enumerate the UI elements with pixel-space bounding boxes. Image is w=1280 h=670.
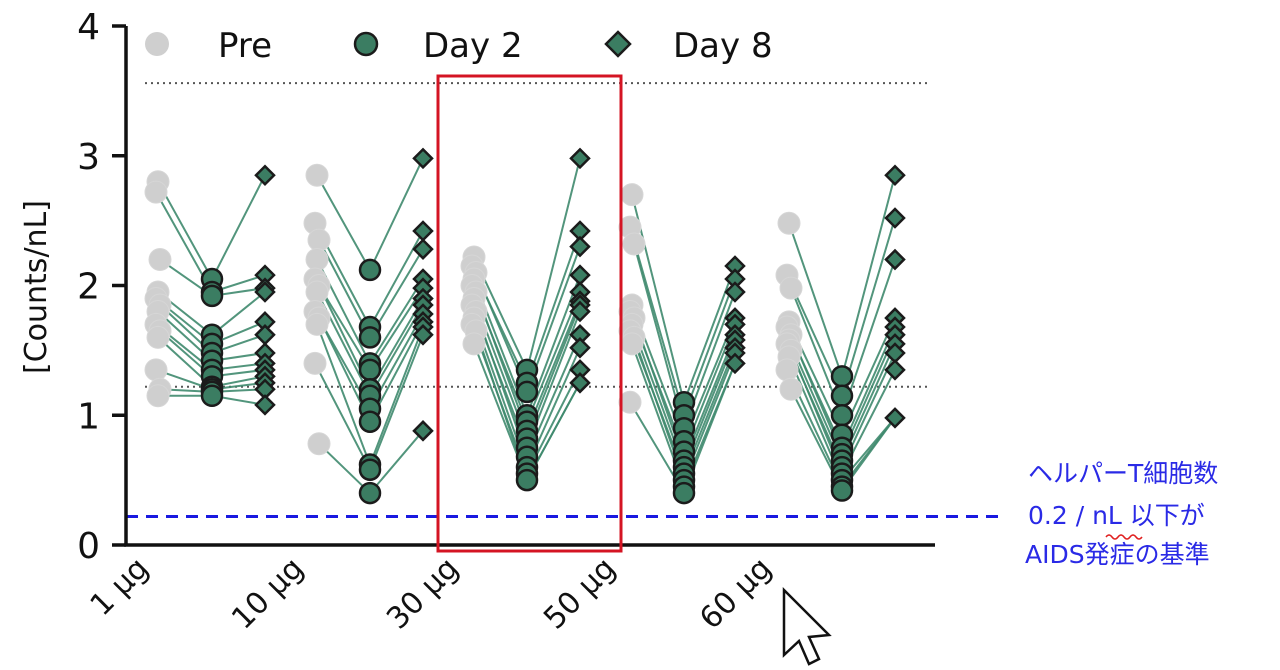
point-day8 [412,238,434,260]
y-tick-label: 3 [77,137,100,178]
point-day2 [358,358,382,382]
point-pre [779,276,803,300]
point-pre [144,180,168,204]
point-day2 [515,380,539,404]
point-pre [620,183,644,207]
x-ticks: 1 µg 10 µg 30 µg 50 µg 60 µg [84,551,779,636]
point-day8 [569,147,591,170]
x-tick-label: 10 µg [225,551,310,636]
point-day2 [830,479,854,502]
point-pre [305,280,329,304]
point-pre [146,384,170,408]
point-day2 [830,384,854,408]
point-day8 [412,420,434,442]
point-day8 [884,359,906,381]
point-pre [303,351,327,375]
legend: Pre Day 2 Day 8 [145,26,773,66]
subject-line [316,157,424,273]
point-day2 [830,404,854,427]
x-tick-label: 30 µg [380,551,465,636]
point-pre [307,432,331,456]
point-pre [307,228,331,252]
threshold-annotation: ヘルパーT細胞数 0.2 / nL 以下が AIDS発症の基準 [1025,459,1218,569]
y-tick-label: 4 [77,7,100,48]
point-pre [622,232,646,256]
point-day8 [724,352,746,375]
point-day8 [569,372,591,394]
point-pre [462,332,486,356]
point-pre [777,211,801,235]
x-tick-label: 50 µg [537,551,622,636]
legend-marker-day8 [604,30,632,58]
point-day2 [358,481,382,505]
annotation-line-2: 0.2 / nL 以下が [1028,501,1205,530]
legend-label-day8: Day 8 [673,26,773,66]
point-day8 [724,281,746,303]
legend-label-pre: Pre [218,26,272,66]
legend-marker-pre [145,32,169,56]
point-day8 [569,337,591,359]
mouse-pointer-icon [782,586,832,666]
y-tick-label: 1 [77,396,100,437]
y-axis-label: [Counts/nL] [19,200,54,374]
point-day8 [884,248,906,271]
point-day8 [569,300,591,323]
point-day8 [412,147,434,170]
point-day8 [254,394,276,416]
point-pre [779,377,803,401]
point-pre [146,325,170,349]
point-pre [305,312,329,336]
y-tick-label: 2 [77,267,100,308]
point-day2 [200,384,224,408]
point-pre [775,358,799,382]
point-pre [620,332,644,356]
point-day8 [254,164,276,186]
point-day8 [254,281,276,303]
subject-line [788,174,896,380]
spellcheck-squiggle [1105,534,1143,540]
point-day2 [200,284,224,308]
point-day2 [358,458,382,481]
y-ticks: 0 1 2 3 4 [77,7,126,567]
point-day8 [884,164,906,186]
point-day2 [358,258,382,282]
highlight-box [436,74,623,553]
point-day8 [569,235,591,258]
point-day8 [884,207,906,229]
x-tick-label: 60 µg [693,551,778,636]
point-day2 [830,365,854,388]
point-day2 [672,481,696,505]
annotation-line-1: ヘルパーT細胞数 [1028,459,1218,488]
point-day2 [358,410,382,433]
point-pre [305,163,329,187]
data-points [144,147,906,505]
point-day8 [412,220,434,242]
point-pre [144,358,168,382]
legend-label-day2: Day 2 [423,26,523,66]
point-day8 [884,407,906,429]
point-day8 [412,324,434,346]
subject-line [157,174,266,282]
point-pre [618,390,642,414]
y-tick-label: 0 [77,526,100,567]
point-day2 [515,468,539,492]
point-day2 [358,326,382,349]
point-pre [305,248,329,272]
legend-marker-day2 [353,31,379,57]
point-day8 [254,324,276,346]
point-pre [148,248,172,272]
annotation-line-3: AIDS発症の基準 [1025,540,1210,569]
